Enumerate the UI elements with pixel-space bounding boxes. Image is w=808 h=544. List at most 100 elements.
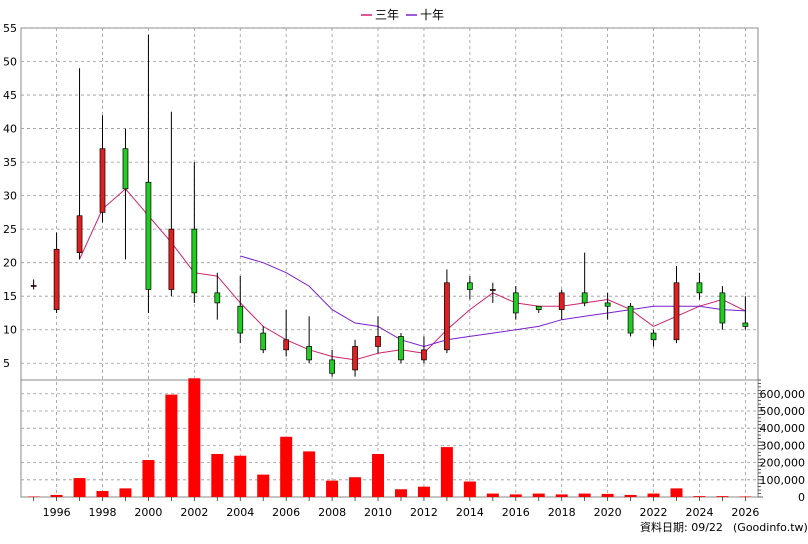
candle-body: [489, 289, 496, 291]
candlesticks: [30, 34, 749, 377]
price-tick-label: 40: [3, 123, 17, 136]
price-tick-label: 45: [3, 89, 17, 102]
candle-body: [214, 292, 221, 304]
volume-bar: [96, 490, 109, 497]
candle-body: [30, 285, 37, 287]
candle: [696, 272, 703, 300]
candle: [489, 282, 496, 303]
legend-label-3yr: 三年: [375, 8, 399, 22]
candle: [283, 309, 290, 357]
volume-bar: [165, 394, 178, 497]
candle: [673, 266, 680, 344]
axis-labels: 5 10 15 20 25 30 35 40 45 50 55 0 100,000 200,000 300,…: [3, 22, 805, 519]
volume-bar: [555, 494, 568, 497]
candle-body: [122, 148, 129, 190]
volume-bar: [532, 493, 545, 497]
candle: [512, 286, 519, 320]
x-tick-label: 2020: [594, 506, 622, 519]
candle: [53, 232, 60, 313]
volume-bar: [670, 488, 683, 497]
volume-bar: [73, 478, 86, 497]
volume-bar: [142, 460, 155, 497]
candle-body: [581, 292, 588, 304]
x-tick-label: 2002: [180, 506, 208, 519]
candle: [260, 326, 267, 354]
x-tick-label: 2018: [548, 506, 576, 519]
volume-bar: [463, 481, 476, 497]
candle: [558, 289, 565, 320]
volume-bar: [50, 494, 63, 497]
candle-body: [168, 228, 175, 290]
x-tick-label: 2000: [134, 506, 162, 519]
candle-body: [53, 248, 60, 310]
volume-bar: [372, 453, 385, 497]
price-tick-label: 20: [3, 257, 17, 270]
candle: [719, 286, 726, 330]
candle-body: [145, 181, 152, 290]
price-tick-label: 10: [3, 324, 17, 337]
candle-body: [352, 346, 358, 371]
candle-body: [191, 228, 198, 294]
candle-body: [398, 336, 404, 361]
candle-body: [627, 305, 634, 334]
x-tick-label: 2012: [410, 506, 438, 519]
volume-bar: [509, 494, 522, 497]
ma-line: [240, 255, 746, 348]
candle: [168, 111, 175, 297]
candle: [742, 296, 749, 330]
volume-bar: [739, 496, 752, 497]
candle-body: [421, 349, 427, 361]
candle: [604, 292, 611, 320]
candle: [76, 68, 83, 260]
volume-tick-label: 400,000: [760, 422, 806, 435]
legend-label-10yr: 十年: [420, 8, 444, 22]
volume-tick-label: 300,000: [760, 439, 806, 452]
volume-tick-label: 500,000: [760, 405, 806, 418]
candle-body: [558, 292, 565, 310]
volume-bar: [693, 496, 706, 497]
candle: [145, 34, 152, 313]
candle-body: [260, 332, 267, 351]
candle-body: [604, 302, 611, 307]
volume-bar: [349, 477, 362, 497]
x-tick-label: 1996: [43, 506, 71, 519]
candle: [581, 252, 588, 307]
candle: [30, 279, 37, 290]
volume-bar: [716, 496, 729, 497]
volume-tick-label: 200,000: [760, 457, 806, 470]
candle-body: [467, 282, 473, 290]
volume-bar: [234, 455, 247, 497]
price-tick-label: 5: [3, 357, 10, 370]
price-panel: [20, 27, 759, 381]
candle-body: [283, 339, 290, 351]
volume-bar: [303, 451, 316, 497]
volume-tick-label: 600,000: [760, 388, 806, 401]
footer-date: 資料日期: 09/22: [640, 520, 723, 534]
candle: [421, 336, 427, 364]
candle: [352, 339, 358, 377]
candle-body: [742, 322, 749, 327]
volume-bars: [27, 378, 752, 497]
candle: [329, 349, 335, 377]
x-tick-label: 2004: [226, 506, 254, 519]
candle-body: [673, 282, 680, 341]
candle-body: [329, 359, 335, 374]
candle-body: [99, 148, 106, 213]
grid-lines: [21, 27, 758, 497]
candle-body: [650, 332, 657, 341]
candle: [214, 272, 221, 320]
price-tick-label: 35: [3, 156, 17, 169]
candle: [650, 329, 657, 347]
candle-body: [375, 336, 381, 347]
price-tick-label: 55: [3, 22, 17, 35]
price-tick-label: 50: [3, 56, 17, 69]
volume-bar: [647, 493, 660, 497]
volume-bar: [27, 496, 40, 497]
candle: [237, 276, 244, 344]
footer-source: (Goodinfo.tw): [733, 521, 808, 534]
legend: 三年 十年: [361, 8, 444, 22]
volume-bar: [280, 436, 293, 497]
candle: [627, 302, 634, 337]
volume-tick-label: 0: [798, 491, 805, 504]
